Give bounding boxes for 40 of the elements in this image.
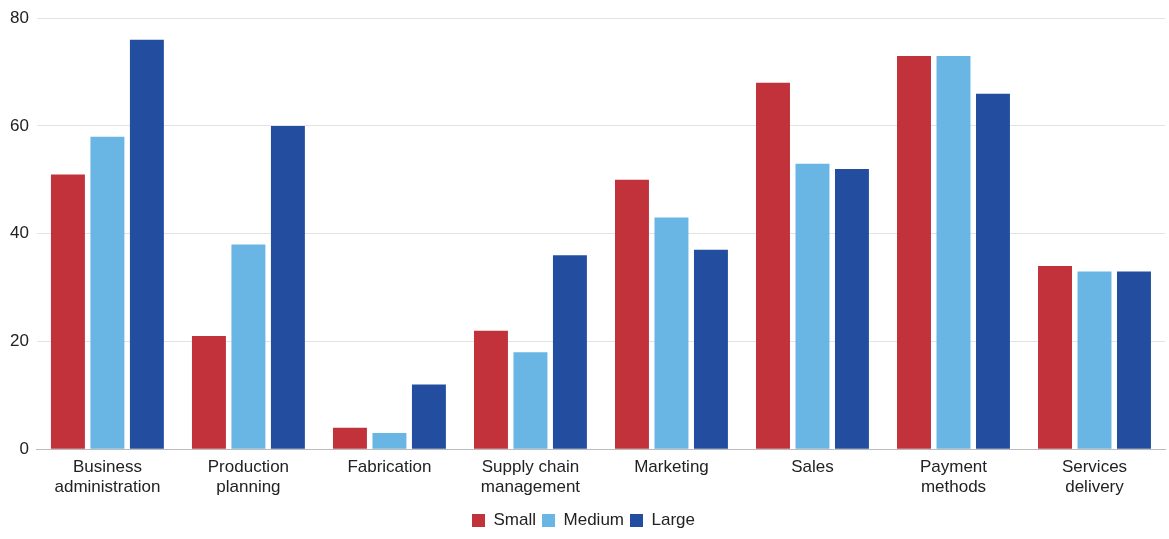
x-tick-label: Production planning xyxy=(207,457,290,497)
bar xyxy=(615,179,649,449)
x-tick-label: Payment methods xyxy=(919,457,988,497)
y-tick-label: 20 xyxy=(9,331,29,351)
bar xyxy=(756,82,790,449)
bar xyxy=(552,255,587,449)
bar xyxy=(1038,266,1072,449)
bar xyxy=(795,163,830,449)
x-tick-label: Supply chain management xyxy=(480,457,581,497)
bar xyxy=(411,384,446,449)
bar xyxy=(191,336,226,449)
bar xyxy=(372,433,407,449)
bar xyxy=(90,136,125,449)
bar xyxy=(473,330,508,449)
legend-label: Small xyxy=(493,510,537,530)
bar xyxy=(975,93,1010,449)
bar xyxy=(654,217,689,449)
bar xyxy=(513,352,548,449)
legend-label: Medium xyxy=(563,510,624,530)
x-tick-label: Marketing xyxy=(634,457,709,477)
bar xyxy=(231,244,266,449)
legend-label: Large xyxy=(651,510,695,530)
bar xyxy=(270,125,305,449)
y-tick-label: 0 xyxy=(19,438,29,458)
y-tick-label: 40 xyxy=(9,223,29,243)
bar xyxy=(50,174,85,449)
y-tick-label: 80 xyxy=(9,7,29,27)
bar xyxy=(1117,271,1151,449)
bar xyxy=(693,249,728,449)
x-tick-label: Sales xyxy=(791,457,834,477)
bar xyxy=(129,39,164,449)
x-tick-label: Services delivery xyxy=(1061,457,1128,497)
bar xyxy=(834,169,869,449)
bar xyxy=(1077,271,1112,449)
y-tick-label: 60 xyxy=(9,115,29,135)
bar xyxy=(936,55,971,449)
x-tick-label: Business administration xyxy=(54,457,161,497)
x-tick-label: Fabrication xyxy=(347,457,432,477)
bar xyxy=(897,55,931,449)
bar xyxy=(332,427,367,449)
